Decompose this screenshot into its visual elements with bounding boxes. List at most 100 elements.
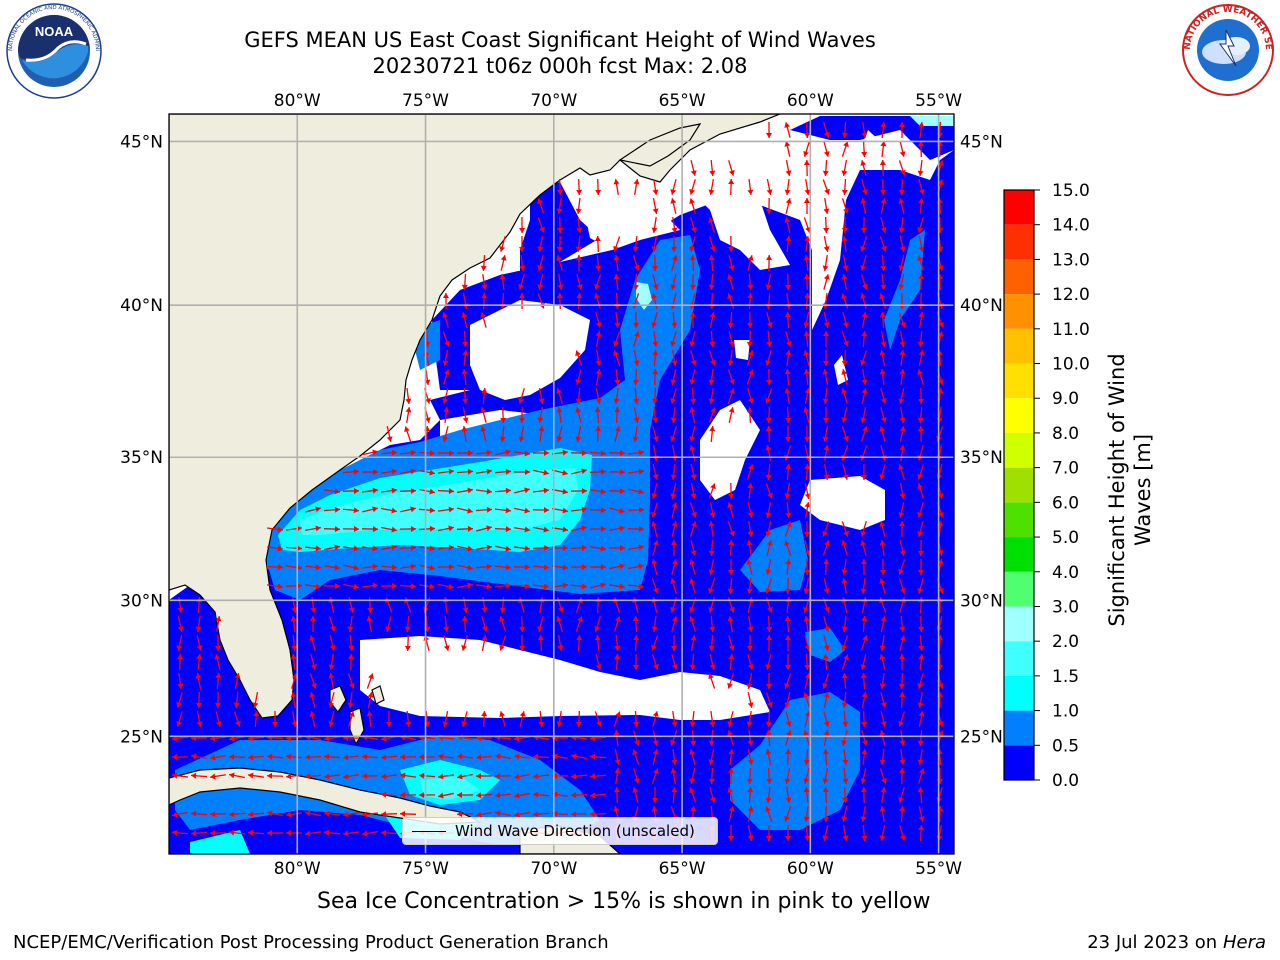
wave-direction-arrow — [614, 426, 621, 442]
wave-direction-arrow — [575, 616, 583, 632]
wave-direction-arrow — [860, 768, 867, 784]
wave-direction-arrow — [898, 464, 906, 480]
wave-direction-arrow — [418, 545, 436, 552]
wave-direction-arrow — [214, 691, 221, 709]
wave-direction-arrow — [803, 330, 810, 348]
wave-direction-arrow — [898, 578, 906, 594]
wave-direction-arrow — [803, 368, 810, 386]
wave-direction-arrow — [628, 563, 644, 570]
wave-direction-arrow — [514, 507, 530, 514]
wave-direction-arrow — [323, 773, 341, 780]
wave-direction-arrow — [595, 425, 602, 443]
wave-direction-arrow — [209, 830, 227, 837]
wave-direction-arrow — [860, 274, 868, 290]
wave-direction-arrow — [462, 387, 469, 405]
wave-direction-arrow — [323, 753, 341, 760]
wave-direction-arrow — [708, 217, 715, 233]
wave-direction-arrow — [785, 463, 792, 481]
wave-direction-arrow — [551, 526, 569, 533]
wave-direction-arrow — [594, 274, 602, 290]
wave-direction-arrow — [628, 488, 644, 495]
lon-label-top: 55°W — [915, 91, 962, 111]
wave-direction-arrow — [495, 449, 511, 456]
wave-direction-arrow — [266, 526, 284, 533]
wave-direction-arrow — [381, 544, 397, 551]
wave-direction-arrow — [632, 235, 639, 253]
wave-direction-arrow — [728, 539, 735, 557]
wave-direction-arrow — [613, 331, 621, 347]
noaa-logo-icon: NOAA NATIONAL OCEANIC AND ATMOSPHERIC AD… — [0, 2, 102, 99]
lat-label-left: 25°N — [120, 727, 163, 747]
wave-direction-arrow — [652, 254, 659, 272]
wave-direction-arrow — [747, 255, 754, 271]
wave-direction-arrow — [804, 635, 811, 651]
wave-direction-arrow — [500, 255, 507, 271]
wave-direction-arrow — [785, 331, 792, 347]
wave-direction-arrow — [361, 811, 379, 818]
wave-direction-arrow — [652, 406, 659, 424]
wave-direction-arrow — [475, 488, 493, 495]
wave-direction-arrow — [514, 792, 530, 799]
wave-direction-arrow — [476, 811, 492, 818]
wave-direction-arrow — [608, 545, 626, 552]
wave-direction-arrow — [670, 483, 677, 499]
wave-direction-arrow — [670, 198, 677, 214]
wave-direction-arrow — [689, 236, 696, 252]
wave-direction-arrow — [309, 692, 316, 708]
colorbar-tick-label: 5.0 — [1052, 528, 1079, 548]
wave-direction-arrow — [267, 810, 283, 817]
wave-direction-arrow — [880, 407, 887, 423]
wave-direction-arrow — [381, 507, 397, 514]
wave-direction-arrow — [690, 540, 697, 556]
wave-direction-arrow — [917, 159, 924, 177]
wave-direction-arrow — [494, 468, 512, 475]
wave-direction-arrow — [575, 254, 582, 272]
wave-direction-arrow — [899, 141, 906, 157]
wave-direction-arrow — [457, 507, 473, 514]
wave-direction-arrow — [804, 824, 811, 842]
wave-direction-arrow — [190, 772, 208, 779]
lat-label-right: 30°N — [960, 591, 1003, 611]
wave-direction-arrow — [399, 487, 417, 494]
wave-direction-arrow — [708, 729, 715, 747]
wave-direction-arrow — [917, 483, 924, 499]
wave-direction-arrow — [879, 634, 886, 652]
wave-direction-arrow — [328, 673, 335, 689]
wave-direction-arrow — [918, 273, 925, 291]
wave-direction-arrow — [842, 786, 849, 804]
wave-direction-arrow — [860, 216, 867, 234]
wave-direction-arrow — [708, 749, 715, 765]
wave-direction-arrow — [671, 748, 678, 766]
wave-direction-arrow — [457, 582, 473, 589]
wave-direction-arrow — [918, 615, 925, 633]
wave-direction-arrow — [342, 487, 360, 494]
wave-direction-arrow — [841, 349, 848, 367]
wave-direction-arrow — [784, 368, 791, 386]
wave-direction-arrow — [785, 501, 792, 519]
wave-direction-arrow — [532, 487, 550, 494]
wave-direction-arrow — [670, 179, 677, 195]
wave-direction-arrow — [348, 711, 355, 727]
wave-direction-arrow — [747, 825, 754, 841]
wave-direction-arrow — [746, 767, 753, 785]
wave-direction-arrow — [480, 254, 487, 272]
wave-direction-arrow — [172, 811, 188, 818]
wave-direction-arrow — [804, 502, 811, 518]
wave-direction-arrow — [342, 507, 360, 514]
colorbar-tick-label: 1.0 — [1052, 702, 1079, 722]
wave-direction-arrow — [728, 160, 735, 176]
wave-direction-arrow — [361, 487, 379, 494]
wave-direction-arrow — [195, 673, 202, 689]
wave-direction-arrow — [380, 811, 398, 818]
wave-direction-arrow — [841, 216, 848, 234]
wave-direction-arrow — [613, 350, 621, 366]
wave-direction-arrow — [765, 350, 772, 366]
wave-direction-arrow — [728, 767, 735, 785]
lon-label-bottom: 60°W — [787, 859, 834, 879]
wave-direction-arrow — [494, 564, 512, 571]
wave-direction-arrow — [671, 521, 678, 537]
wave-direction-arrow — [708, 559, 715, 575]
wave-direction-arrow — [689, 616, 697, 632]
wave-direction-arrow — [765, 824, 772, 842]
wave-direction-arrow — [538, 388, 545, 404]
